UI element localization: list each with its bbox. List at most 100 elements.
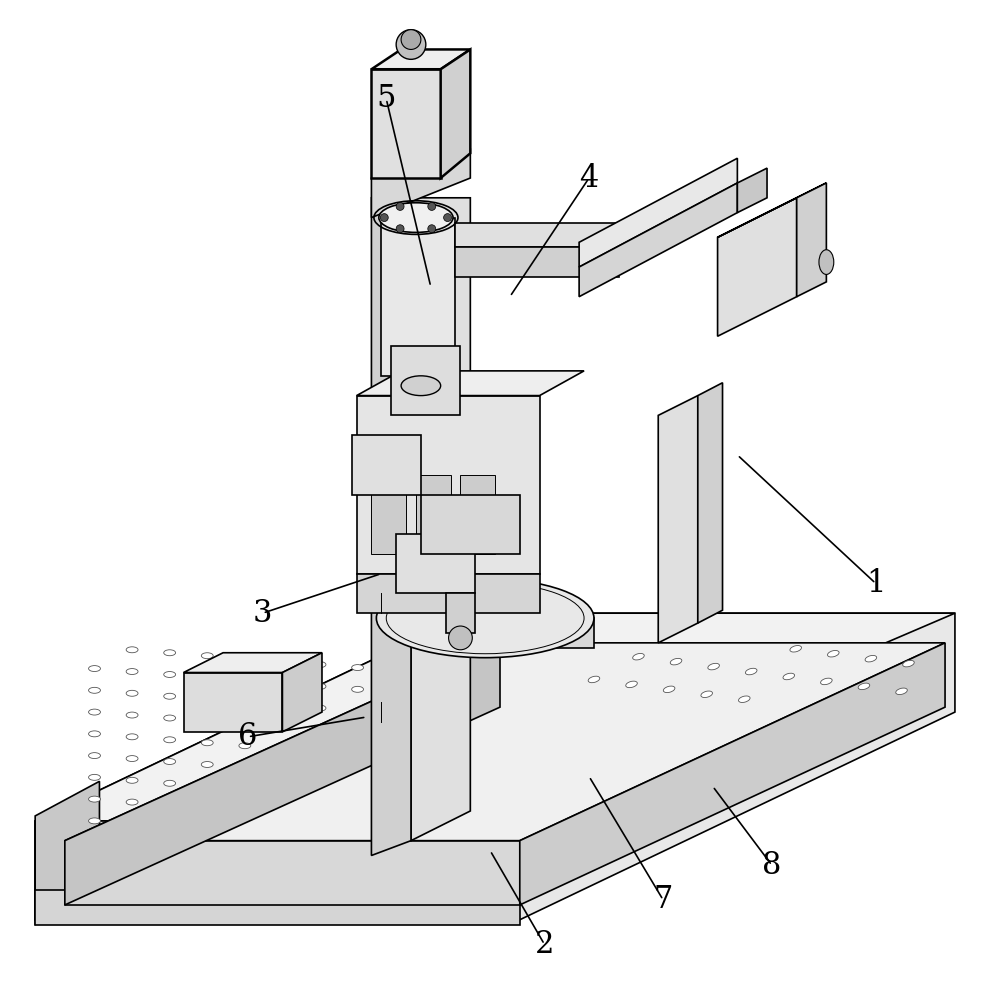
Ellipse shape: [239, 656, 251, 662]
Polygon shape: [371, 148, 470, 218]
Ellipse shape: [314, 705, 326, 711]
Polygon shape: [381, 218, 455, 376]
Polygon shape: [396, 534, 475, 593]
Ellipse shape: [828, 651, 839, 657]
Ellipse shape: [389, 646, 401, 652]
Ellipse shape: [164, 715, 176, 721]
Polygon shape: [737, 168, 767, 213]
Ellipse shape: [164, 672, 176, 677]
Polygon shape: [184, 673, 282, 732]
Polygon shape: [35, 821, 470, 920]
Ellipse shape: [663, 686, 675, 692]
Ellipse shape: [352, 665, 364, 671]
Ellipse shape: [670, 659, 682, 665]
Ellipse shape: [276, 724, 288, 730]
Ellipse shape: [201, 653, 213, 659]
Ellipse shape: [708, 664, 719, 670]
Polygon shape: [65, 841, 520, 905]
Ellipse shape: [89, 796, 100, 802]
Polygon shape: [520, 643, 945, 905]
Polygon shape: [446, 593, 475, 633]
Ellipse shape: [239, 721, 251, 727]
Polygon shape: [352, 435, 421, 494]
Circle shape: [428, 225, 436, 232]
Polygon shape: [65, 643, 500, 905]
Polygon shape: [282, 653, 322, 732]
Text: 4: 4: [579, 162, 599, 194]
Ellipse shape: [427, 649, 439, 655]
Polygon shape: [35, 781, 99, 925]
Bar: [460, 475, 495, 554]
Polygon shape: [357, 574, 540, 613]
Ellipse shape: [783, 674, 795, 679]
Ellipse shape: [352, 686, 364, 692]
Ellipse shape: [89, 818, 100, 824]
Ellipse shape: [276, 702, 288, 708]
Ellipse shape: [164, 780, 176, 786]
Ellipse shape: [239, 677, 251, 683]
Polygon shape: [441, 49, 470, 178]
Ellipse shape: [126, 799, 138, 805]
Ellipse shape: [701, 691, 712, 697]
Ellipse shape: [201, 696, 213, 702]
Text: 7: 7: [653, 884, 673, 916]
Polygon shape: [421, 494, 520, 554]
Ellipse shape: [201, 718, 213, 724]
Polygon shape: [376, 618, 594, 648]
Polygon shape: [391, 346, 460, 415]
Ellipse shape: [239, 743, 251, 749]
Circle shape: [396, 203, 404, 211]
Ellipse shape: [865, 656, 877, 662]
Ellipse shape: [858, 683, 870, 689]
Ellipse shape: [201, 740, 213, 746]
Polygon shape: [371, 49, 470, 69]
Ellipse shape: [745, 669, 757, 674]
Text: 5: 5: [377, 83, 396, 115]
Circle shape: [428, 203, 436, 211]
Polygon shape: [579, 158, 737, 267]
Circle shape: [401, 30, 421, 49]
Ellipse shape: [819, 250, 834, 275]
Polygon shape: [718, 198, 797, 336]
Ellipse shape: [376, 579, 594, 658]
Polygon shape: [371, 168, 470, 198]
Polygon shape: [371, 69, 441, 178]
Polygon shape: [455, 247, 619, 277]
Ellipse shape: [89, 687, 100, 693]
Ellipse shape: [276, 680, 288, 686]
Ellipse shape: [89, 709, 100, 715]
Ellipse shape: [89, 731, 100, 737]
Ellipse shape: [126, 734, 138, 740]
Ellipse shape: [903, 661, 914, 667]
Ellipse shape: [738, 696, 750, 702]
Text: 6: 6: [238, 721, 257, 753]
Ellipse shape: [126, 712, 138, 718]
Ellipse shape: [314, 683, 326, 689]
Ellipse shape: [239, 699, 251, 705]
Ellipse shape: [164, 759, 176, 764]
Ellipse shape: [89, 774, 100, 780]
Ellipse shape: [89, 666, 100, 672]
Circle shape: [380, 214, 388, 222]
Ellipse shape: [389, 668, 401, 674]
Ellipse shape: [314, 662, 326, 668]
Ellipse shape: [126, 690, 138, 696]
Polygon shape: [371, 198, 411, 855]
Polygon shape: [658, 396, 698, 643]
Bar: [416, 475, 451, 554]
Ellipse shape: [164, 737, 176, 743]
Bar: [371, 475, 406, 554]
Polygon shape: [35, 890, 520, 925]
Text: 2: 2: [535, 929, 554, 960]
Circle shape: [444, 214, 452, 222]
Polygon shape: [65, 643, 945, 841]
Circle shape: [396, 225, 404, 232]
Ellipse shape: [201, 762, 213, 767]
Polygon shape: [455, 223, 619, 247]
Polygon shape: [357, 371, 584, 396]
Ellipse shape: [201, 674, 213, 680]
Polygon shape: [411, 198, 470, 841]
Ellipse shape: [821, 678, 832, 684]
Polygon shape: [35, 613, 955, 821]
Ellipse shape: [379, 203, 453, 232]
